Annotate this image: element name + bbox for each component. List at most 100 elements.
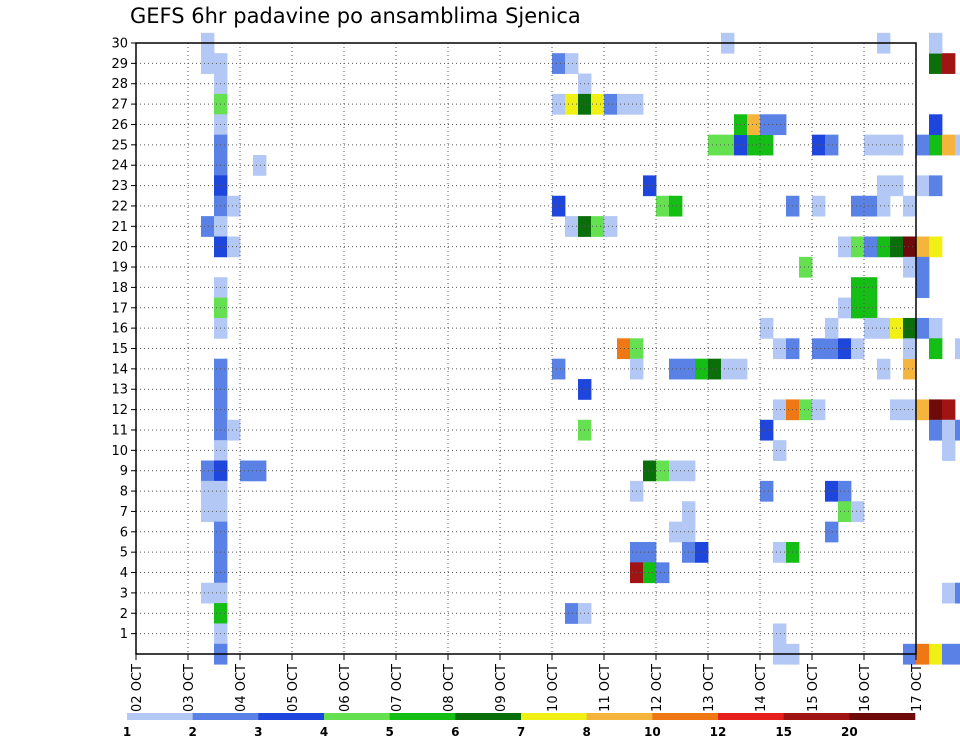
heatmap-cell (929, 317, 943, 339)
heatmap-cell (929, 32, 943, 54)
colorbar-label: 10 (644, 725, 661, 739)
heatmap-cell (253, 460, 267, 482)
heatmap-cell (903, 338, 917, 360)
heatmap-cell (877, 236, 891, 258)
chart-title: GEFS 6hr padavine po ansamblima Sjenica (130, 4, 581, 28)
y-tick-label: 16 (111, 322, 128, 337)
heatmap-cell (669, 521, 683, 543)
heatmap-cell (877, 317, 891, 339)
heatmap-cell (916, 256, 930, 278)
heatmap-cell (903, 195, 917, 217)
x-tick-label: 03 OCT (182, 664, 197, 712)
heatmap-cell (864, 297, 878, 319)
heatmap-cell (942, 399, 956, 421)
colorbar-segment (586, 713, 653, 720)
heatmap-cell (825, 480, 839, 502)
heatmap-cell (760, 134, 774, 156)
heatmap-cell (929, 236, 943, 258)
heatmap-cell (201, 460, 215, 482)
colorbar-segment (389, 713, 456, 720)
colorbar-label: 1 (123, 725, 131, 739)
heatmap-cell (877, 134, 891, 156)
y-tick-label: 6 (120, 525, 128, 540)
heatmap-cell (591, 93, 605, 115)
heatmap-cell (877, 195, 891, 217)
heatmap-cell (864, 317, 878, 339)
heatmap-cell (617, 338, 631, 360)
heatmap-cell (799, 256, 813, 278)
colorbar-segment (324, 713, 390, 720)
y-tick-label: 13 (111, 383, 128, 398)
heatmap-cell (643, 562, 657, 584)
y-tick-label: 1 (120, 627, 128, 642)
heatmap-cell (903, 236, 917, 258)
x-tick-label: 15 OCT (806, 664, 821, 712)
y-tick-label: 8 (120, 485, 128, 500)
colorbar-segment (849, 713, 916, 720)
colorbar-segment (192, 713, 259, 720)
heatmap-cell (929, 114, 943, 136)
heatmap-cell (773, 623, 787, 645)
x-tick-label: 08 OCT (442, 664, 457, 712)
heatmap-cell (942, 134, 956, 156)
heatmap-cell (227, 419, 241, 441)
heatmap-cell (916, 643, 930, 665)
heatmap-cell (929, 53, 943, 74)
heatmap-cell (253, 155, 267, 176)
x-tick-label: 13 OCT (702, 664, 717, 712)
heatmap-cell (903, 358, 917, 380)
colorbar-segment (718, 713, 784, 720)
heatmap-cell (916, 399, 930, 421)
y-tick-label: 9 (120, 464, 128, 479)
heatmap-cell (240, 460, 254, 482)
heatmap-cell (773, 440, 787, 461)
y-tick-label: 14 (111, 362, 128, 377)
heatmap-cell (942, 53, 956, 74)
heatmap-cell (916, 277, 930, 298)
y-tick-label: 19 (111, 261, 128, 276)
y-tick-label: 4 (120, 566, 128, 581)
heatmap-cell (773, 541, 787, 563)
heatmap-cell (565, 93, 579, 115)
colorbar-label: 15 (775, 725, 792, 739)
heatmap-cell (851, 338, 865, 360)
colorbar-segment (455, 713, 522, 720)
colorbar-segment (652, 713, 719, 720)
x-tick-label: 06 OCT (338, 664, 353, 712)
heatmap-cell (929, 643, 943, 665)
x-tick-label: 11 OCT (598, 664, 613, 712)
heatmap-cell (942, 643, 956, 665)
heatmap-cell (747, 114, 761, 136)
heatmap-cell (851, 277, 865, 298)
heatmap-cell (669, 460, 683, 482)
y-tick-label: 24 (111, 159, 128, 174)
x-tick-label: 10 OCT (546, 664, 561, 712)
x-tick-label: 16 OCT (858, 664, 873, 712)
heatmap-cell (825, 317, 839, 339)
heatmap-cell (643, 460, 657, 482)
heatmap-cell (929, 175, 943, 197)
colorbar-label: 6 (451, 725, 459, 739)
heatmap-cell (942, 419, 956, 441)
colorbar-segment (783, 713, 850, 720)
heatmap-cell (825, 521, 839, 543)
y-tick-label: 12 (111, 403, 128, 418)
x-tick-label: 12 OCT (650, 664, 665, 712)
heatmap-cell (773, 338, 787, 360)
heatmap-cell (812, 134, 826, 156)
heatmap-cell (825, 134, 839, 156)
x-tick-label: 04 OCT (234, 664, 249, 712)
heatmap-cell (656, 562, 670, 584)
y-tick-label: 3 (120, 586, 128, 601)
y-tick-label: 28 (111, 77, 128, 92)
colorbar-label: 4 (320, 725, 328, 739)
heatmap-cell (656, 195, 670, 217)
heatmap-cell (851, 297, 865, 319)
y-tick-label: 22 (111, 199, 128, 214)
heatmap-cell (591, 216, 605, 237)
heatmap-cell (604, 216, 618, 237)
colorbar-segment (127, 713, 193, 720)
heatmap-cell (864, 134, 878, 156)
x-tick-label: 09 OCT (494, 664, 509, 712)
x-tick-label: 14 OCT (754, 664, 769, 712)
